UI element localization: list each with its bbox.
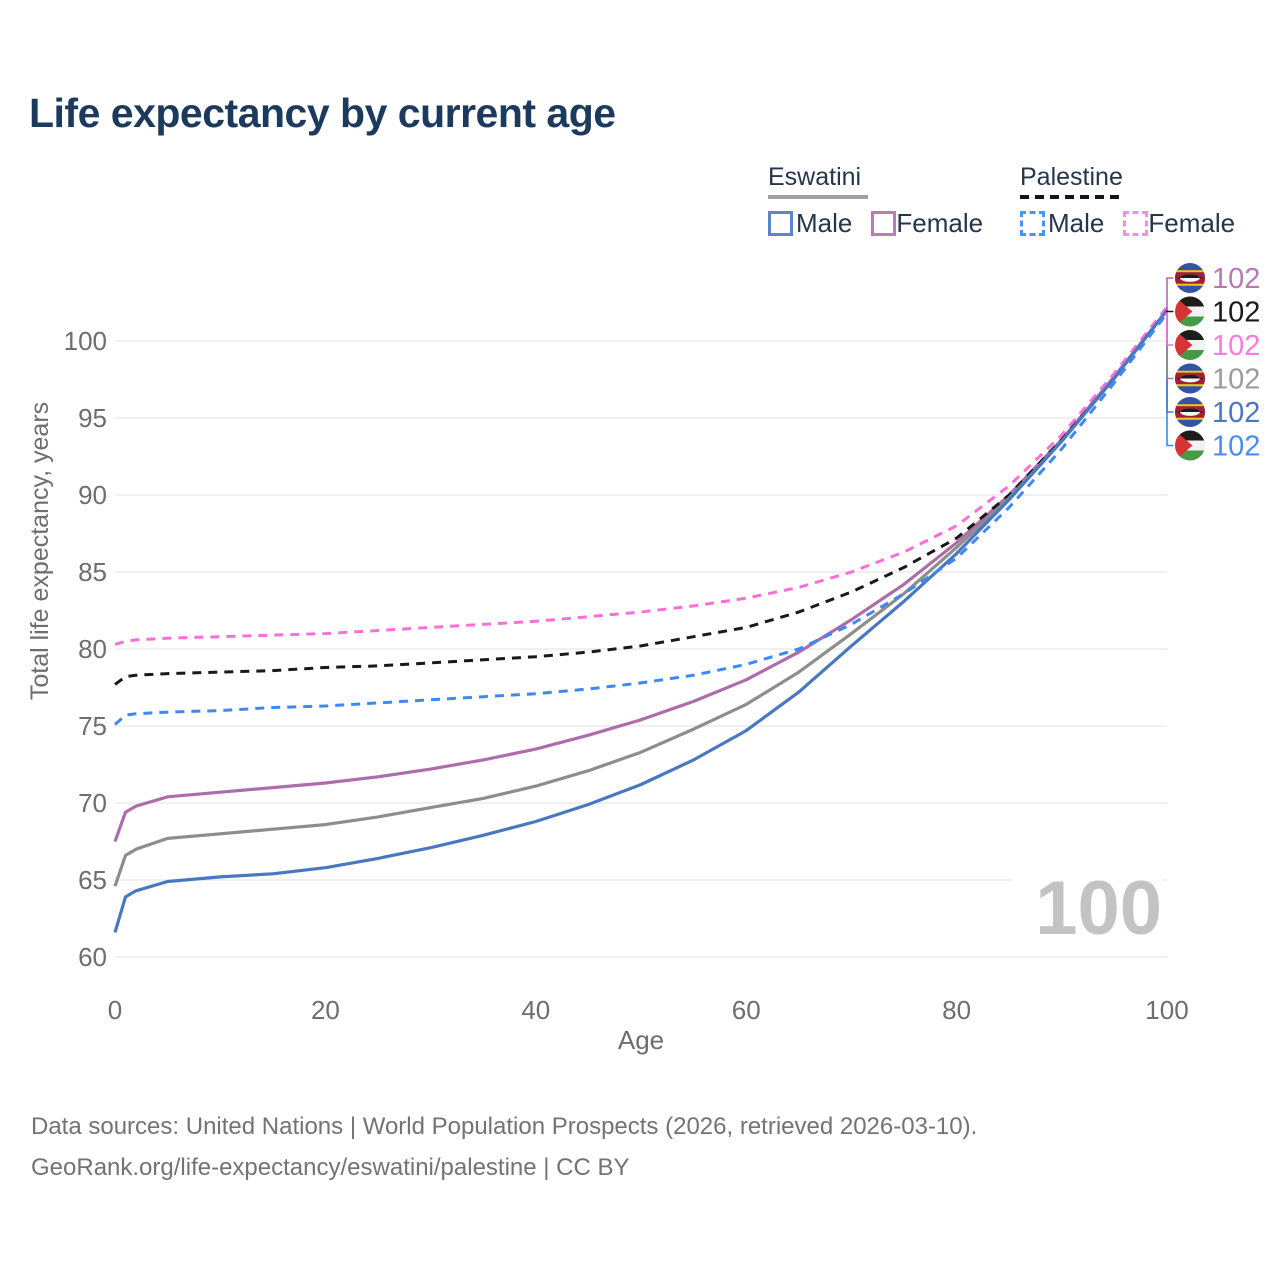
legend-underline-eswatini-solid: [768, 195, 868, 199]
legend-swatch-palestine-female[interactable]: [1123, 211, 1149, 236]
y-tick-label: 65: [78, 865, 107, 895]
y-tick-label: 95: [78, 403, 107, 433]
series-eswatini-female[interactable]: [113, 309, 1169, 843]
legend-swatch-eswatini-female[interactable]: [871, 211, 897, 236]
series-palestine[interactable]: [114, 309, 1169, 686]
legend-swatch-eswatini-male[interactable]: [768, 211, 793, 236]
age-counter-watermark: 100: [1012, 866, 1162, 952]
footer-attribution-link[interactable]: GeoRank.org/life-expectancy/eswatini/pal…: [31, 1154, 630, 1181]
y-tick-label: 100: [64, 326, 107, 356]
end-value-label: 102: [1212, 397, 1260, 429]
x-tick-label: 0: [108, 995, 122, 1025]
x-tick-label: 100: [1145, 995, 1188, 1025]
end-label-connector: [1166, 310, 1174, 380]
legend-swatch-palestine-male[interactable]: [1020, 211, 1045, 236]
end-value-label: 102: [1212, 297, 1260, 329]
legend-label-eswatini-male[interactable]: Male: [796, 208, 853, 238]
end-value-label: 102: [1212, 364, 1260, 396]
end-label-connector: [1166, 310, 1174, 413]
legend: Eswatini Male Female Palestine Male Fema…: [0, 163, 1280, 243]
end-value-label: 102: [1212, 431, 1260, 463]
legend-group-palestine: Palestine Male Female: [1020, 163, 1235, 239]
y-tick-label: 80: [78, 634, 107, 664]
y-tick-label: 90: [78, 480, 107, 510]
end-label-connector: [1166, 310, 1174, 313]
x-tick-label: 20: [311, 995, 340, 1025]
x-axis-title: Age: [618, 1025, 664, 1055]
end-label-connector: [1166, 277, 1174, 311]
x-tick-label: 60: [732, 995, 761, 1025]
footer: Data sources: United Nations | World Pop…: [31, 1106, 977, 1188]
y-tick-label: 70: [78, 788, 107, 818]
legend-header-eswatini[interactable]: Eswatini: [768, 163, 862, 191]
x-tick-label: 80: [942, 995, 971, 1025]
legend-label-palestine-male[interactable]: Male: [1048, 208, 1105, 238]
end-label-connector: [1166, 307, 1174, 346]
legend-header-palestine[interactable]: Palestine: [1020, 163, 1123, 191]
y-tick-label: 75: [78, 711, 107, 741]
flag-eswatini-icon: [1175, 363, 1205, 394]
series-palestine-male[interactable]: [114, 312, 1169, 726]
end-value-label: 102: [1212, 263, 1260, 295]
footer-data-sources: Data sources: United Nations | World Pop…: [31, 1113, 978, 1140]
flag-eswatini-icon: [1175, 397, 1205, 427]
y-tick-label: 85: [78, 557, 107, 587]
legend-group-eswatini: Eswatini Male Female: [768, 163, 983, 239]
flag-palestine-icon: [1175, 330, 1205, 360]
x-tick-label: 40: [521, 995, 550, 1025]
end-label-connector: [1166, 313, 1174, 447]
flag-palestine-icon: [1175, 430, 1205, 461]
legend-label-eswatini-female[interactable]: Female: [896, 208, 984, 238]
series-eswatini[interactable]: [113, 309, 1169, 887]
series-palestine-female[interactable]: [114, 306, 1169, 646]
legend-label-palestine-female[interactable]: Female: [1148, 208, 1236, 238]
y-tick-label: 60: [78, 942, 107, 972]
series-eswatini-male[interactable]: [113, 309, 1169, 933]
flag-eswatini-icon: [1175, 263, 1205, 293]
legend-underline-palestine-dashed: [1020, 195, 1120, 199]
end-value-label: 102: [1212, 330, 1260, 362]
flag-palestine-icon: [1175, 296, 1205, 327]
y-axis-title: Total life expectancy, years: [26, 402, 54, 700]
page-title: Life expectancy by current age: [29, 90, 616, 136]
